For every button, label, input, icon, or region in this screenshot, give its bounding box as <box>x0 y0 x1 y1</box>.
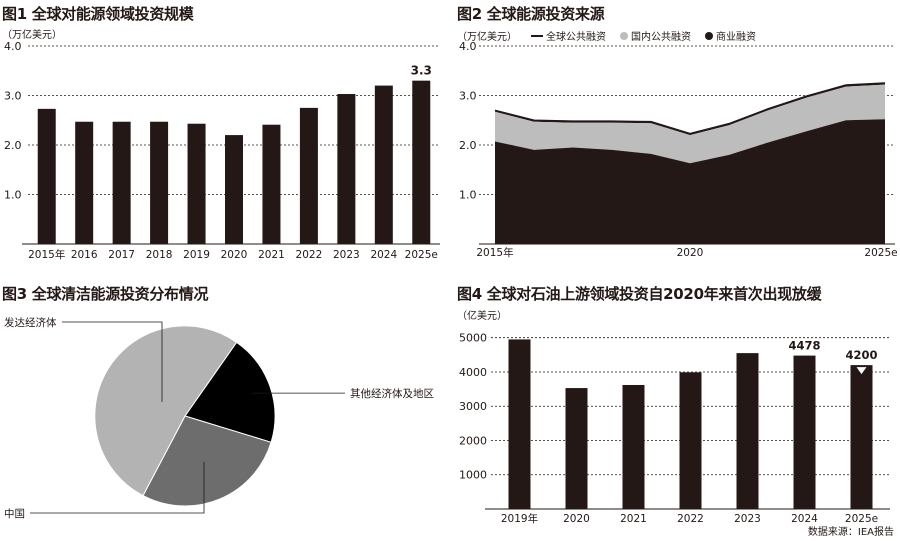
bar <box>508 339 531 509</box>
bar <box>679 372 702 509</box>
x-tick-label: 2015年 <box>28 248 65 261</box>
down-triangle-icon <box>856 367 867 375</box>
series-line-global-public <box>494 82 886 135</box>
area-global-public <box>495 83 885 136</box>
bar <box>187 123 206 244</box>
y-tick-label: 2000 <box>459 434 487 447</box>
fig4-title: 图4 全球对石油上游领域投资自2020年来首次出现放缓 <box>457 285 822 303</box>
y-tick-label: 4.0 <box>4 40 22 53</box>
bar <box>565 388 588 509</box>
fig4-panel: 图4 全球对石油上游领域投资自2020年来首次出现放缓 （亿美元） 1000 20… <box>455 280 900 541</box>
data-label: 3.3 <box>411 64 432 78</box>
bar <box>37 108 56 245</box>
x-tick-label: 2020 <box>563 513 590 525</box>
x-tick-label: 2025e <box>405 249 438 261</box>
y-tick-label: 5000 <box>459 332 487 345</box>
bar <box>850 365 873 509</box>
bar <box>793 355 816 509</box>
x-tick-label: 2022 <box>296 249 323 261</box>
x-tick-label: 2020 <box>221 249 248 261</box>
fig3-panel: 图3 全球清洁能源投资分布情况 其他经济体及地区中国 发达经济体 <box>0 280 450 541</box>
fig2-unit: （万亿美元） <box>457 32 517 43</box>
x-tick-label: 2025e <box>864 247 897 259</box>
leader-line <box>30 461 205 514</box>
data-label: 4478 <box>788 339 820 353</box>
x-tick-label: 2019 <box>183 249 210 261</box>
y-tick-label: 2.0 <box>459 139 477 152</box>
x-tick-label: 2015年 <box>476 246 513 259</box>
x-tick-label: 2025e <box>845 513 878 525</box>
fig1-panel: 图1 全球对能源领域投资规模 （万亿美元） 1.0 2.0 3.0 4.0 2015年 2… <box>0 0 450 270</box>
y-tick-label: 3.0 <box>459 90 477 103</box>
x-tick-label: 2020 <box>677 247 704 259</box>
x-tick-label: 2021 <box>258 249 285 261</box>
bar <box>150 121 169 244</box>
x-tick-label: 2022 <box>677 513 704 525</box>
legend-dot-swatch <box>620 31 628 40</box>
bar <box>225 135 243 244</box>
y-tick-label: 3.0 <box>4 90 22 103</box>
x-tick-label: 2024 <box>370 249 397 261</box>
bar <box>262 124 281 244</box>
legend-label: 国内公共融资 <box>631 32 691 43</box>
legend-line-swatch <box>531 34 543 37</box>
bar <box>75 121 94 244</box>
data-label: 4200 <box>845 348 877 362</box>
fig3-title: 图3 全球清洁能源投资分布情况 <box>2 285 209 303</box>
pie-slice-other <box>184 341 276 443</box>
bar <box>299 107 318 244</box>
fig2-panel: 图2 全球能源投资来源 （万亿美元） 全球公共融资 国内公共融资 商业融资 1.… <box>455 0 900 270</box>
x-tick-label: 2023 <box>734 513 761 525</box>
fig2-legend: 全球公共融资 国内公共融资 商业融资 <box>531 28 756 43</box>
bar <box>112 121 131 244</box>
x-tick-label: 2023 <box>333 249 360 261</box>
slice-label: 其他经济体及地区 <box>350 387 434 400</box>
fig1-unit: （万亿美元） <box>2 30 62 41</box>
area-commercial <box>495 119 885 244</box>
fig4-chart: 1000 2000 3000 4000 5000 2019年 2020 2021 2022 202… <box>459 332 890 525</box>
fig1-chart: 1.0 2.0 3.0 4.0 2015年 2016 2017 2018 2019 2020 202… <box>4 40 440 261</box>
bar <box>374 85 393 244</box>
slice-label: 发达经济体 <box>4 316 57 329</box>
fig2-chart: 1.0 2.0 3.0 4.0 2015年 2020 2025e <box>459 40 898 259</box>
y-tick-label: 2.0 <box>4 139 22 152</box>
y-tick-label: 1.0 <box>4 189 22 202</box>
area-domestic-public <box>495 84 885 164</box>
legend-label: 商业融资 <box>716 32 756 43</box>
legend-label: 全球公共融资 <box>546 32 606 43</box>
source-note: 数据来源：IEA报告 <box>807 527 894 538</box>
fig4-unit: （亿美元） <box>457 311 507 322</box>
y-tick-label: 4.0 <box>459 40 477 53</box>
pie-slice-china <box>142 415 272 507</box>
x-tick-label: 2016 <box>71 249 98 261</box>
x-tick-label: 2019年 <box>501 512 538 525</box>
x-tick-label: 2021 <box>620 513 647 525</box>
x-tick-label: 2018 <box>146 249 173 261</box>
legend-item-global-public: 全球公共融资 <box>531 28 606 43</box>
y-tick-label: 1000 <box>459 469 487 482</box>
bar <box>337 94 356 244</box>
bar <box>412 80 431 245</box>
fig2-title: 图2 全球能源投资来源 <box>457 5 605 23</box>
x-tick-label: 2024 <box>791 513 818 525</box>
legend-item-domestic-public: 国内公共融资 <box>620 28 691 43</box>
y-tick-label: 3000 <box>459 400 487 413</box>
legend-item-commercial: 商业融资 <box>705 28 756 43</box>
y-tick-label: 1.0 <box>459 189 477 202</box>
bar <box>736 353 759 509</box>
fig1-title: 图1 全球对能源领域投资规模 <box>2 5 194 23</box>
legend-dot-swatch <box>705 31 713 40</box>
bar <box>622 384 645 509</box>
slice-label: 中国 <box>4 507 25 520</box>
y-tick-label: 4000 <box>459 366 487 379</box>
x-tick-label: 2017 <box>108 249 135 261</box>
pie-slice-developed <box>94 325 238 497</box>
leader-line <box>62 321 163 402</box>
